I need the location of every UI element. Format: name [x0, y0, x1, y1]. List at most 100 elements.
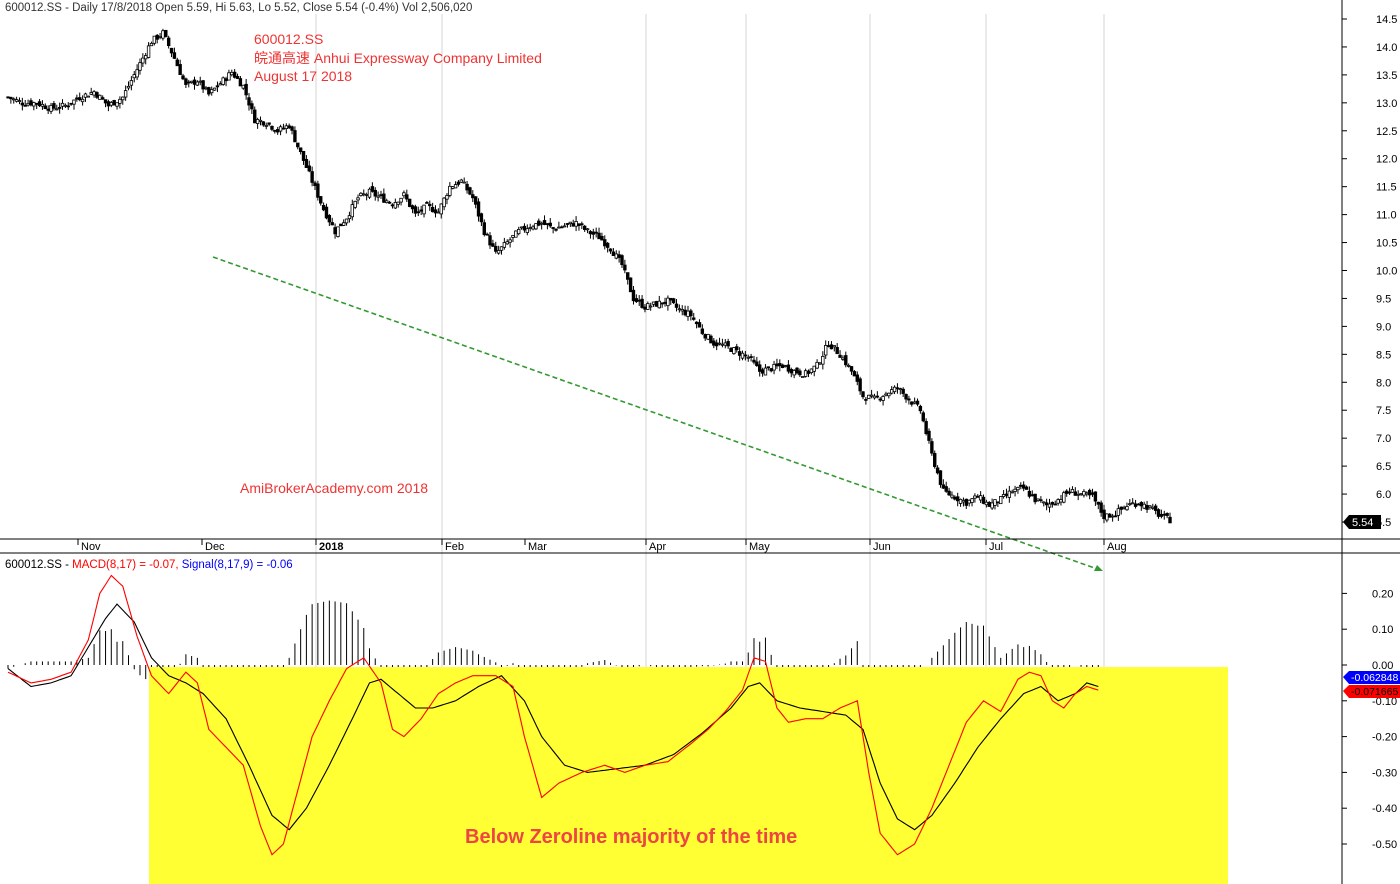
- candle-body: [990, 502, 994, 509]
- candle-body: [1156, 509, 1161, 517]
- candle-body: [189, 80, 194, 83]
- candle-body: [399, 197, 403, 203]
- candle-body: [803, 370, 808, 377]
- candle-body: [912, 401, 917, 404]
- candle-body: [620, 255, 624, 266]
- candle-body: [215, 85, 220, 88]
- candle-body: [29, 100, 33, 106]
- price-tick-label: 12.0: [1376, 154, 1397, 166]
- candle-body: [752, 359, 756, 363]
- candle-body: [689, 310, 693, 317]
- candle-body: [706, 333, 710, 340]
- candle-body: [92, 91, 96, 96]
- candle-body: [1108, 513, 1112, 518]
- candle-body: [210, 89, 214, 94]
- candle-body: [680, 309, 684, 312]
- macd-tick-label: 0.10: [1372, 624, 1393, 636]
- candle-body: [261, 121, 266, 126]
- candle-body: [66, 105, 70, 108]
- candle-body: [55, 108, 59, 111]
- candle-body: [858, 378, 862, 392]
- candle-body: [663, 301, 667, 304]
- candle-body: [46, 108, 50, 111]
- macd-header-macd: MACD(8,17) = -0.07,: [72, 559, 182, 571]
- candle-body: [359, 192, 363, 197]
- candle-body: [772, 363, 776, 371]
- price-trendline: [212, 256, 1104, 572]
- candle-body: [933, 453, 937, 467]
- candle-body: [126, 85, 131, 89]
- candle-body: [387, 201, 392, 204]
- candle-body: [795, 367, 799, 374]
- candle-body: [290, 126, 294, 131]
- trendline-arrowhead: [1094, 565, 1103, 571]
- candle-body: [723, 342, 727, 346]
- candle-body: [284, 125, 289, 130]
- candle-body: [726, 341, 730, 347]
- candle-body: [697, 322, 702, 328]
- candle-body: [247, 97, 251, 106]
- candle-body: [783, 365, 788, 367]
- candle-body: [545, 223, 550, 225]
- candle-body: [324, 206, 329, 219]
- candle-body: [855, 374, 859, 382]
- candle-body: [192, 79, 197, 85]
- candle-body: [370, 186, 375, 192]
- price-info-header: 600012.SS - Daily 17/8/2018 Open 5.59, H…: [5, 2, 472, 14]
- candle-body: [1113, 515, 1118, 518]
- candle-body: [694, 321, 699, 325]
- candle-body: [852, 371, 857, 377]
- candle-body: [207, 87, 211, 95]
- candle-body: [1016, 486, 1020, 491]
- candle-body: [1059, 499, 1063, 503]
- candle-body: [1099, 502, 1103, 513]
- candle-body: [430, 206, 435, 213]
- candle-body: [281, 127, 286, 130]
- candle-body: [511, 234, 515, 238]
- candle-body: [749, 356, 753, 358]
- candle-body: [436, 211, 441, 214]
- candle-body: [1042, 501, 1046, 504]
- candle-body: [14, 99, 19, 102]
- candle-body: [373, 189, 377, 197]
- candle-body: [935, 467, 940, 474]
- candle-body: [605, 242, 610, 248]
- candle-body: [1133, 503, 1138, 507]
- candle-body: [763, 367, 768, 376]
- candle-body: [806, 370, 811, 374]
- candle-body: [984, 501, 989, 506]
- candle-body: [574, 221, 578, 227]
- candle-body: [717, 342, 722, 345]
- candle-body: [439, 203, 443, 215]
- candle-body: [755, 361, 759, 366]
- candle-body: [316, 183, 320, 198]
- candle-body: [347, 215, 352, 220]
- candle-body: [637, 299, 641, 302]
- candle-body: [1073, 491, 1078, 496]
- candle-body: [950, 494, 954, 498]
- candle-body: [367, 188, 372, 198]
- candle-body: [818, 362, 822, 365]
- candle-body: [872, 395, 877, 399]
- candle-body: [60, 102, 65, 107]
- candle-body: [519, 226, 524, 229]
- candle-body: [129, 80, 134, 86]
- candle-body: [591, 231, 596, 235]
- candle-body: [1076, 493, 1080, 496]
- candle-body: [313, 182, 317, 186]
- candle-body: [433, 209, 438, 214]
- candle-body: [562, 225, 567, 228]
- price-tick-label: 6.5: [1376, 461, 1391, 473]
- candle-body: [1079, 493, 1083, 495]
- candle-body: [287, 125, 291, 129]
- candle-body: [195, 81, 200, 86]
- candle-body: [821, 356, 825, 365]
- candle-body: [703, 333, 707, 339]
- candle-body: [844, 355, 848, 366]
- candle-body: [1056, 499, 1060, 504]
- date-axis: Nov Dec 2018 Feb Mar Apr May Jun Jul Aug: [77, 539, 1127, 553]
- chart-title-date: August 17 2018: [254, 68, 352, 84]
- candle-body: [100, 97, 105, 100]
- signal-last-tag-shape: [1343, 671, 1400, 684]
- candle-body: [267, 122, 271, 125]
